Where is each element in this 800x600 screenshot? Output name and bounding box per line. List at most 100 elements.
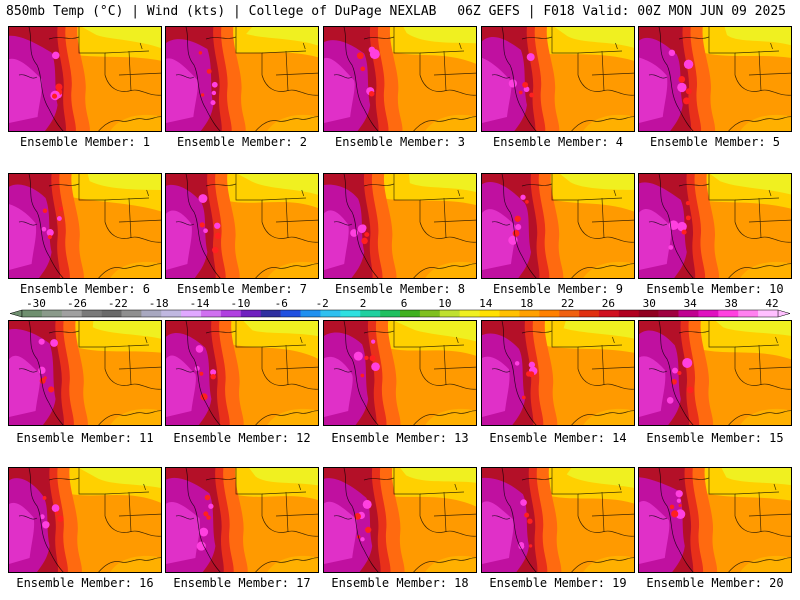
colorbar-swatch [419,310,441,317]
colorbar-swatch [260,310,281,317]
colorbar-swatch [220,310,242,317]
colorbar-swatch [559,310,580,317]
colorbar-swatch [539,310,560,317]
ensemble-member-label: Ensemble Member: 20 [646,576,784,590]
ensemble-panel-13 [323,320,477,426]
colorbar-tick-label: -22 [108,297,128,310]
colorbar-swatch [380,310,401,317]
ensemble-member-label: Ensemble Member: 10 [646,282,784,296]
colorbar-swatch [758,310,779,317]
colorbar-tick-label: 42 [765,297,778,310]
colorbar-tick-label: 30 [643,297,656,310]
colorbar-swatch [201,310,222,317]
colorbar-tick-label: -10 [230,297,250,310]
ensemble-panel-6 [8,173,162,279]
ensemble-panel-7 [165,173,319,279]
ensemble-member-label: Ensemble Member: 9 [492,282,624,296]
ensemble-member-label: Ensemble Member: 5 [649,135,781,149]
colorbar-swatch [280,310,301,317]
colorbar-swatch [499,310,520,317]
ensemble-panel-3 [323,26,477,132]
temperature-colorbar: -30 -26 -22 -18 -14 -10 -6 -2 2 6 10 14 18 22 26 30 34 38… [8,296,792,322]
colorbar-swatch [519,310,540,317]
colorbar-tick-label: -14 [190,297,210,310]
colorbar-tick-label: -2 [316,297,329,310]
colorbar-tick-label: -30 [26,297,46,310]
ensemble-member-label: Ensemble Member: 12 [173,431,311,445]
colorbar-swatch [22,310,43,317]
ensemble-member-label: Ensemble Member: 3 [334,135,466,149]
ensemble-member-label: Ensemble Member: 11 [16,431,154,445]
ensemble-member-label: Ensemble Member: 13 [331,431,469,445]
colorbar-arrow-right [777,309,791,318]
colorbar-tick-label: 6 [401,297,408,310]
ensemble-panel-14 [481,320,635,426]
colorbar-swatch [61,310,82,317]
ensemble-panel-17 [165,467,319,573]
colorbar-swatch [81,310,102,317]
colorbar-swatch [678,310,699,317]
colorbar-tick-label: -6 [275,297,288,310]
colorbar-tick-label: 34 [684,297,698,310]
ensemble-member-label: Ensemble Member: 6 [19,282,151,296]
colorbar-swatch [181,310,202,317]
colorbar-tick-label: 10 [438,297,451,310]
colorbar-swatch [161,310,182,317]
ensemble-member-label: Ensemble Member: 8 [334,282,466,296]
ensemble-member-label: Ensemble Member: 4 [492,135,624,149]
ensemble-panel-5 [638,26,792,132]
colorbar-outline [21,309,779,318]
ensemble-member-label: Ensemble Member: 16 [16,576,154,590]
colorbar-swatch [638,310,659,317]
ensemble-panel-12 [165,320,319,426]
colorbar-swatch [618,310,640,317]
colorbar-swatch [240,310,262,317]
colorbar-swatch [41,310,63,317]
ensemble-member-label: Ensemble Member: 19 [489,576,627,590]
ensemble-panel-11 [8,320,162,426]
ensemble-panel-8 [323,173,477,279]
ensemble-panel-2 [165,26,319,132]
colorbar-swatch [360,310,381,317]
ensemble-panel-19 [481,467,635,573]
ensemble-panel-20 [638,467,792,573]
colorbar-tick-label: 14 [479,297,493,310]
ensemble-member-label: Ensemble Member: 18 [331,576,469,590]
colorbar-swatch [320,310,341,317]
ensemble-member-label: Ensemble Member: 2 [176,135,308,149]
ensemble-member-label: Ensemble Member: 7 [176,282,308,296]
colorbar-swatch [101,310,122,317]
colorbar-swatch [400,310,421,317]
colorbar-swatch [121,310,142,317]
colorbar-swatch [698,310,719,317]
colorbar-swatch [738,310,759,317]
colorbar-swatch [459,310,480,317]
header-title-right: 06Z GEFS | F018 Valid: 00Z MON JUN 09 20… [457,4,786,19]
colorbar-swatch [300,310,321,317]
colorbar-tick-label: 2 [360,297,367,310]
colorbar-swatch [579,310,600,317]
colorbar-swatch [598,310,620,317]
colorbar-tick-label: -26 [67,297,87,310]
colorbar-tick-label: 38 [724,297,737,310]
colorbar-swatch [141,310,162,317]
colorbar-tick-label: 22 [561,297,574,310]
colorbar-tick-label: 26 [602,297,615,310]
colorbar-swatch [718,310,739,317]
colorbar-tick-label: 18 [520,297,533,310]
ensemble-member-label: Ensemble Member: 1 [19,135,151,149]
ensemble-panel-10 [638,173,792,279]
ensemble-member-label: Ensemble Member: 15 [646,431,784,445]
colorbar-tick-label: -18 [149,297,169,310]
colorbar-arrow-left [9,309,23,318]
colorbar-swatch [340,310,361,317]
colorbar-swatch [658,310,679,317]
ensemble-panel-18 [323,467,477,573]
colorbar-swatch [439,310,460,317]
ensemble-panel-15 [638,320,792,426]
ensemble-panel-16 [8,467,162,573]
colorbar-swatch [479,310,500,317]
ensemble-panel-9 [481,173,635,279]
header-title-left: 850mb Temp (°C) | Wind (kts) | College o… [6,4,437,19]
ensemble-member-label: Ensemble Member: 17 [173,576,311,590]
